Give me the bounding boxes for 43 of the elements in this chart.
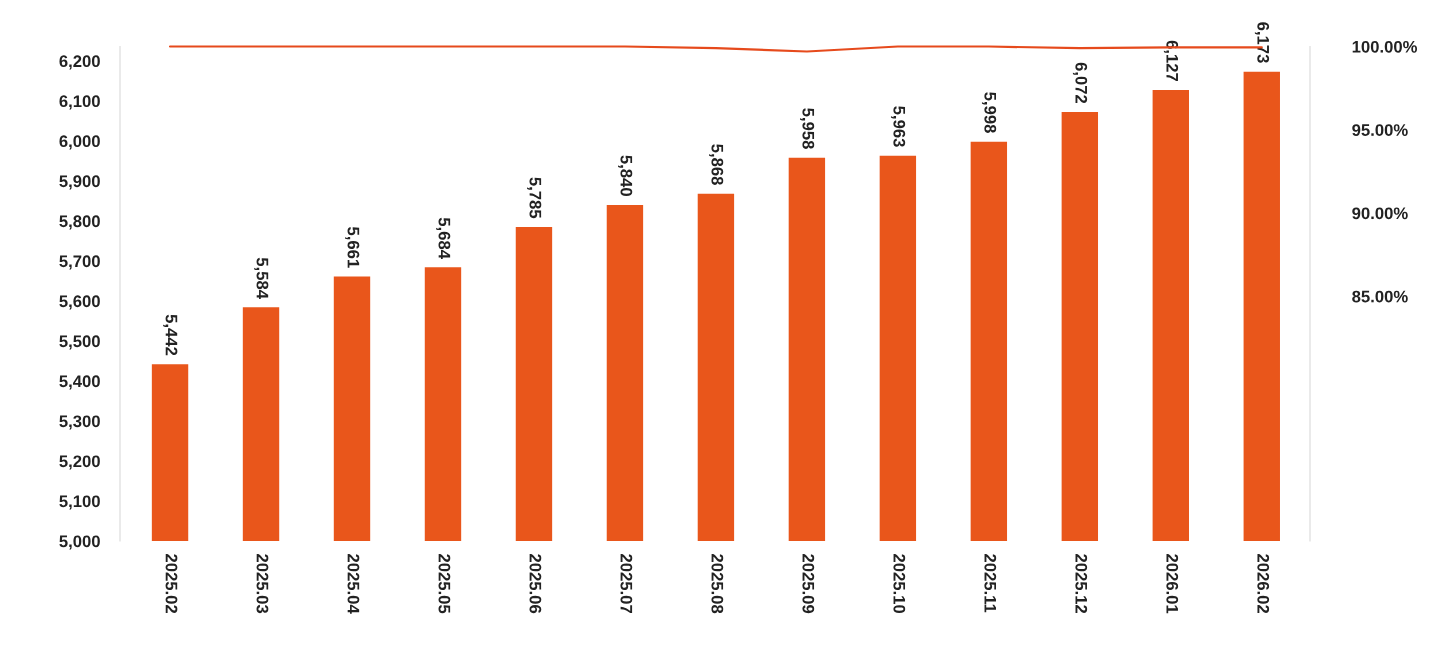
y-tick-label: 5,700 (59, 255, 100, 270)
y2-tick-label: 85.00% (1352, 290, 1408, 303)
y-tick-label: 6,000 (59, 135, 100, 150)
data-label: 5,661 (345, 227, 360, 268)
y-tick-label: 5,500 (59, 335, 100, 350)
data-label: 5,963 (890, 106, 906, 147)
y-tick-label: 5,800 (59, 215, 100, 230)
y2-tick-label: 95.00% (1352, 124, 1408, 136)
data-label: 5,442 (163, 314, 178, 356)
data-label: 6,173 (1254, 22, 1270, 63)
y-tick-label: 5,000 (59, 535, 100, 550)
data-label: 5,785 (527, 177, 542, 219)
y-tick-label: 5,400 (59, 375, 100, 390)
x-tick-label: 2026.02 (1257, 554, 1270, 614)
data-label: 5,958 (800, 108, 815, 149)
y2-tick-label: 100.00% (1352, 40, 1418, 53)
x-tick-label: 2025.12 (1075, 554, 1088, 614)
y-tick-label: 6,200 (59, 55, 100, 70)
x-tick-label: 2025.03 (256, 554, 269, 614)
data-label: 6,072 (1072, 62, 1088, 104)
x-tick-label: 2025.05 (438, 554, 451, 614)
data-label: 5,868 (709, 144, 724, 185)
x-tick-label: 2025.07 (620, 554, 633, 614)
y-tick-label: 5,600 (59, 295, 100, 310)
x-tick-label: 2026.01 (1166, 554, 1179, 614)
x-tick-label: 2025.04 (347, 554, 360, 614)
x-tick-label: 2025.06 (529, 554, 542, 614)
y-tick-label: 5,200 (59, 455, 100, 470)
y2-tick-label: 90.00% (1352, 207, 1408, 220)
x-tick-label: 2025.02 (165, 554, 178, 614)
data-label: 5,840 (618, 155, 633, 196)
data-label: 5,584 (254, 257, 269, 299)
x-tick-label: 2025.08 (711, 554, 724, 614)
data-label: 5,998 (981, 92, 997, 133)
x-tick-label: 2025.11 (984, 554, 997, 613)
y-tick-label: 5,100 (59, 495, 100, 510)
x-tick-label: 2025.10 (893, 554, 906, 614)
y-tick-label: 5,900 (59, 175, 100, 190)
data-label: 5,684 (436, 217, 451, 259)
x-tick-label: 2025.09 (802, 554, 815, 614)
data-label: 6,127 (1163, 40, 1179, 82)
y-tick-label: 6,100 (59, 95, 100, 110)
y-tick-label: 5,300 (59, 415, 100, 430)
